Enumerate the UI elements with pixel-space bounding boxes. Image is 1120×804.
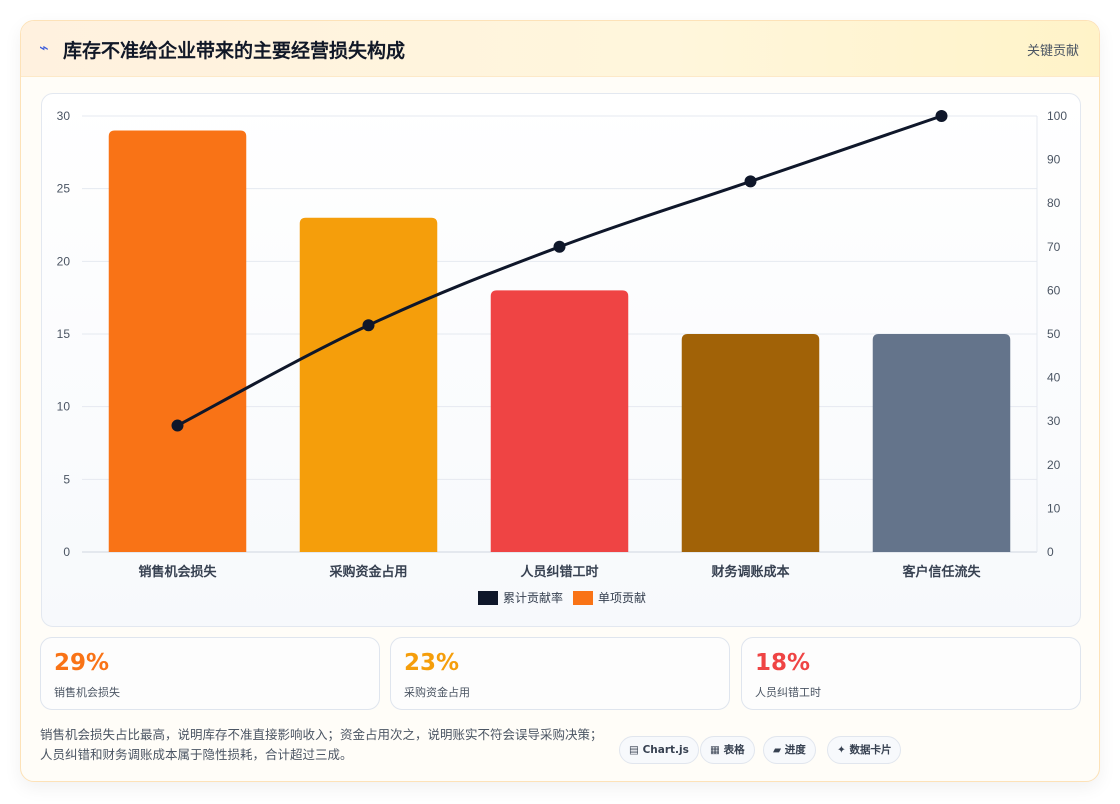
chip-chartjs[interactable]: ▤ Chart.js — [619, 736, 699, 764]
card-header: ⌁ 库存不准给企业带来的主要经营损失构成 关键贡献 — [21, 21, 1099, 77]
key-contribution-badge: 关键贡献 — [1026, 44, 1079, 59]
chart-title: 库存不准给企业带来的主要经营损失构成 — [63, 40, 406, 62]
y-left-tick-label: 20 — [57, 254, 71, 268]
y-right-tick-label: 80 — [1047, 196, 1061, 210]
x-tick-label: 采购资金占用 — [328, 564, 407, 580]
legend-swatch — [573, 591, 593, 605]
stat-label: 人员纠错工时 — [755, 686, 821, 699]
y-left-tick-label: 0 — [63, 545, 70, 559]
y-right-tick-label: 40 — [1047, 371, 1061, 385]
lightning-icon: ⌁ — [39, 38, 49, 57]
x-tick-label: 客户信任流失 — [902, 564, 981, 580]
stat-value: 18% — [755, 650, 811, 676]
y-left-tick-label: 25 — [57, 182, 71, 196]
chart-panel: 0 5 10 15 20 25 30 0 10 20 30 40 50 60 70 80 90 100 销售机会损失… — [41, 93, 1081, 627]
bar — [108, 130, 247, 552]
stat-label: 采购资金占用 — [404, 686, 470, 699]
y-right-tick-label: 30 — [1047, 414, 1061, 428]
y-left-tick-label: 15 — [57, 327, 71, 341]
bar — [872, 334, 1011, 552]
cumulative-point — [171, 419, 184, 432]
stat-card: 18% 人员纠错工时 — [741, 637, 1081, 710]
y-right-tick-label: 50 — [1047, 327, 1061, 341]
y-right-tick-label: 70 — [1047, 240, 1061, 254]
stat-value: 23% — [404, 650, 460, 676]
bar — [490, 290, 629, 552]
y-right-tick-label: 60 — [1047, 283, 1061, 297]
x-tick-label: 财务调账成本 — [711, 564, 789, 580]
x-tick-label: 销售机会损失 — [138, 564, 217, 580]
legend-label: 累计贡献率 — [503, 590, 563, 605]
y-left-tick-label: 10 — [57, 400, 71, 414]
y-right-tick-label: 90 — [1047, 153, 1061, 167]
cumulative-point — [553, 240, 566, 253]
bar — [681, 334, 820, 552]
bar — [299, 217, 438, 552]
cumulative-point — [362, 319, 375, 332]
y-left-tick-label: 5 — [63, 472, 70, 486]
chart-card: ⌁ 库存不准给企业带来的主要经营损失构成 关键贡献 0 5 10 15 20 25 30 0 1… — [20, 20, 1100, 782]
stat-value: 29% — [54, 650, 110, 676]
y-right-tick-label: 0 — [1047, 545, 1054, 559]
chip-table[interactable]: ▦ 表格 — [700, 736, 755, 764]
cumulative-point — [744, 175, 757, 188]
y-right-tick-label: 100 — [1047, 109, 1067, 123]
stat-card: 29% 销售机会损失 — [40, 637, 380, 710]
stat-card: 23% 采购资金占用 — [390, 637, 730, 710]
legend-swatch — [478, 591, 498, 605]
y-left-tick-label: 30 — [57, 109, 71, 123]
chip-data-card[interactable]: ✦ 数据卡片 — [827, 736, 902, 764]
cumulative-point — [935, 110, 948, 122]
x-tick-label: 人员纠错工时 — [520, 564, 598, 580]
y-right-tick-label: 10 — [1047, 501, 1061, 515]
y-right-tick-label: 20 — [1047, 458, 1061, 472]
pareto-chart: 0 5 10 15 20 25 30 0 10 20 30 40 50 60 70 80 90 100 销售机会损失… — [57, 109, 1067, 605]
chip-progress[interactable]: ▰ 进度 — [763, 736, 816, 764]
legend-label: 单项贡献 — [598, 590, 646, 605]
stat-label: 销售机会损失 — [54, 686, 120, 699]
chart-summary: 销售机会损失占比最高，说明库存不准直接影响收入；资金占用次之，说明账实不符会误导… — [40, 727, 603, 762]
